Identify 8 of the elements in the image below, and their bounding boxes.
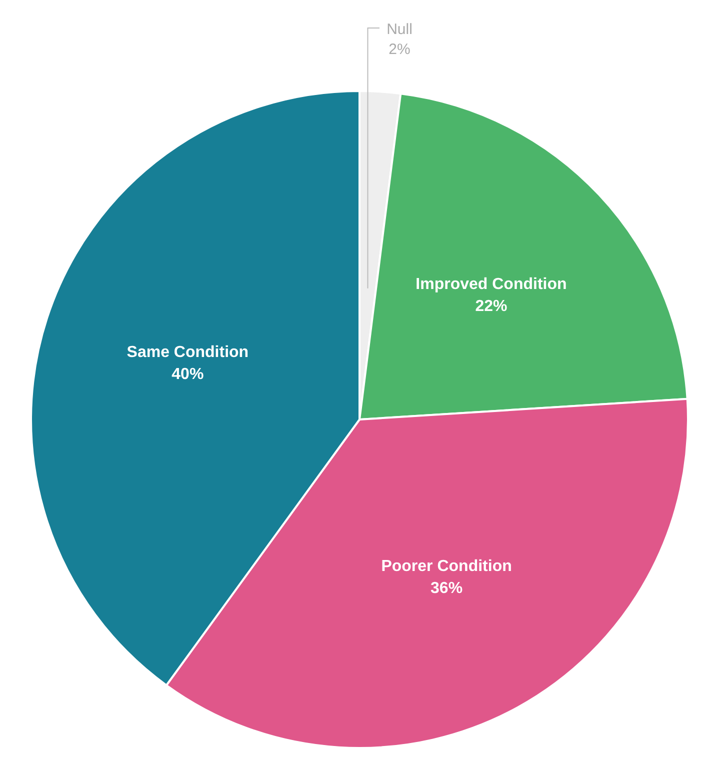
slice-label: Null [386,21,412,38]
slice-label: Poorer Condition [381,558,512,576]
slice-label: Same Condition [126,344,249,362]
slice-label: Improved Condition [416,276,567,294]
data-label: 40% [172,366,204,384]
data-label: 22% [475,298,508,316]
data-label: 2% [388,41,410,58]
data-label: 36% [430,580,463,598]
